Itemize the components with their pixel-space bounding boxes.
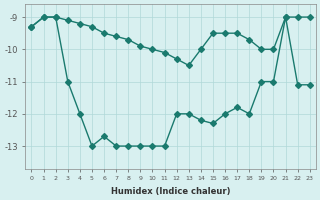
- X-axis label: Humidex (Indice chaleur): Humidex (Indice chaleur): [111, 187, 230, 196]
